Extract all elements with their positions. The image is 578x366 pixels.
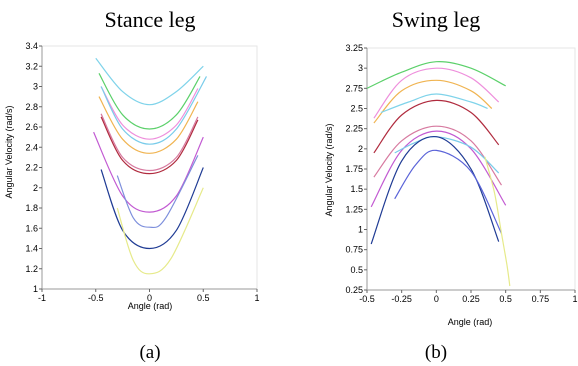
series-line-5 xyxy=(373,99,500,154)
y-tick-label: 3 xyxy=(33,82,38,92)
y-tick-label: 2.4 xyxy=(25,142,38,152)
series-line-9 xyxy=(370,136,500,245)
y-axis-label: Angular Velocity (rad/s) xyxy=(4,105,14,198)
series-line-3 xyxy=(100,86,199,140)
series-line-6 xyxy=(100,113,199,172)
x-tick-label: 0 xyxy=(147,293,152,303)
y-tick-label: 2.25 xyxy=(345,124,363,134)
y-tick-label: 3.4 xyxy=(25,41,38,51)
x-tick-label: 1 xyxy=(254,293,259,303)
y-tick-label: 0.25 xyxy=(345,285,363,295)
y-tick-label: 1.25 xyxy=(345,204,363,214)
y-tick-label: 1 xyxy=(33,284,38,294)
x-tick-label: 0.25 xyxy=(462,294,480,304)
series-line-4 xyxy=(100,76,208,145)
chart-caption: (b) xyxy=(425,342,447,363)
series-line-3 xyxy=(373,79,493,124)
swing-leg-chart: Swing leg 0.25 0.5 0.75 1 1.25 1.5 1.75 2 2.25 2.… xyxy=(324,7,578,363)
x-axis-label: Angle (rad) xyxy=(128,301,173,311)
y-tick-label: 2.8 xyxy=(25,102,38,112)
series-line-7 xyxy=(370,130,507,208)
y-tick-label: 3.25 xyxy=(345,43,363,53)
stance-leg-chart: Stance leg 1 1.2 1.4 1.6 1.8 2 2.2 2.4 2.6 2.8 3 3.… xyxy=(4,7,260,363)
x-tick-label: 1 xyxy=(572,294,577,304)
y-tick-label: 2 xyxy=(33,183,38,193)
y-axis-label: Angular Velocity (rad/s) xyxy=(324,123,334,216)
y-tick-label: 1.2 xyxy=(25,264,38,274)
x-tick-label: 0.5 xyxy=(197,293,210,303)
series-line-2 xyxy=(98,73,201,130)
x-tick-label: -0.5 xyxy=(359,294,375,304)
y-tick-label: 2.5 xyxy=(350,104,363,114)
y-tick-label: 2.75 xyxy=(345,83,363,93)
chart-caption: (a) xyxy=(139,342,160,363)
series-line-11 xyxy=(484,156,511,287)
y-tick-label: 2.6 xyxy=(25,122,38,132)
series-line-8 xyxy=(93,131,204,213)
x-axis-label: Angle (rad) xyxy=(448,317,493,327)
series-line-10 xyxy=(394,149,503,234)
series-line-10 xyxy=(100,167,204,250)
y-tick-label: 0.5 xyxy=(350,265,363,275)
y-tick-label: 3.2 xyxy=(25,61,38,71)
series-line-2 xyxy=(373,67,500,119)
series-line-6 xyxy=(373,125,502,186)
series-line-5 xyxy=(98,96,199,154)
series-line-1 xyxy=(95,57,204,106)
y-tick-label: 0.75 xyxy=(345,245,363,255)
y-tick-label: 3 xyxy=(358,63,363,73)
y-tick-label: 1.75 xyxy=(345,164,363,174)
x-tick-label: 0 xyxy=(434,294,439,304)
plot-area xyxy=(41,45,258,290)
chart-title: Swing leg xyxy=(392,7,481,32)
y-tick-label: 1 xyxy=(358,225,363,235)
y-tick-label: 1.6 xyxy=(25,223,38,233)
x-tick-label: -1 xyxy=(38,293,46,303)
chart-title: Stance leg xyxy=(104,7,195,32)
series-line-9 xyxy=(116,155,199,229)
y-tick-label: 1.4 xyxy=(25,244,38,254)
series-line-4 xyxy=(380,93,488,114)
x-tick-label: -0.25 xyxy=(391,294,412,304)
x-tick-label: 0.75 xyxy=(532,294,550,304)
y-tick-label: 2.2 xyxy=(25,163,38,173)
series-line-11 xyxy=(116,187,204,275)
x-tick-label: -0.5 xyxy=(88,293,104,303)
x-tick-label: 0.5 xyxy=(499,294,512,304)
y-tick-label: 2 xyxy=(358,144,363,154)
series-line-1 xyxy=(366,61,506,89)
series-line-7 xyxy=(100,116,199,175)
y-tick-label: 1.8 xyxy=(25,203,38,213)
y-tick-label: 1.5 xyxy=(350,184,363,194)
